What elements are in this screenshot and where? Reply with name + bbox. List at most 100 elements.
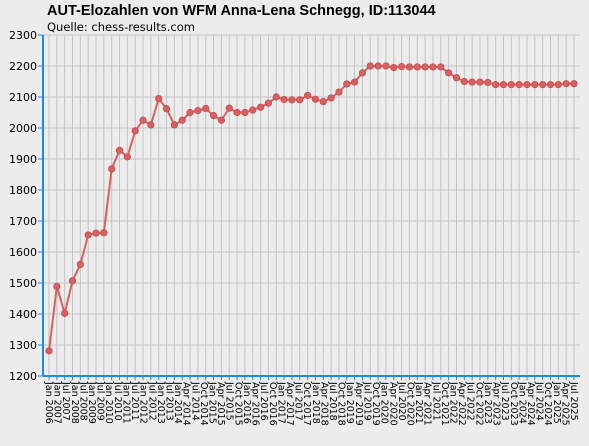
x-tick-label: Jan 2019 xyxy=(344,381,355,424)
y-tick-label: 2000 xyxy=(9,122,37,135)
data-point xyxy=(241,108,249,117)
x-tick-label: Oct 2017 xyxy=(301,382,312,426)
data-point xyxy=(358,69,367,77)
data-point xyxy=(460,77,468,86)
data-point xyxy=(100,229,108,237)
x-tick-label: Jul 2009 xyxy=(95,381,106,421)
data-point xyxy=(539,81,547,89)
x-tick-label: Jul 2007 xyxy=(60,381,71,421)
data-point xyxy=(507,81,515,89)
data-point xyxy=(499,81,508,89)
x-tick-label: Jul 2013 xyxy=(163,381,174,421)
x-tick-label: Oct 2014 xyxy=(198,382,209,426)
data-point xyxy=(303,91,312,100)
data-point xyxy=(452,74,461,82)
x-tick-label: Jan 2022 xyxy=(448,381,459,424)
x-tick-label: Apr 2025 xyxy=(559,382,570,426)
data-point xyxy=(92,229,100,237)
x-tick-label: Apr 2024 xyxy=(525,382,536,426)
data-point xyxy=(350,78,359,86)
y-tick-label: 1200 xyxy=(9,370,37,383)
x-tick-label: Apr 2014 xyxy=(181,382,192,426)
x-tick-label: Jul 2016 xyxy=(258,381,269,421)
x-tick-label: Jan 2006 xyxy=(43,381,54,424)
x-tick-label: Oct 2016 xyxy=(267,382,278,426)
x-tick-label: Jan 2024 xyxy=(516,381,527,424)
data-point xyxy=(225,104,233,112)
data-point xyxy=(366,62,374,70)
data-point xyxy=(162,105,171,113)
x-tick-label: Jul 2017 xyxy=(293,381,304,421)
data-point xyxy=(531,81,539,89)
data-point xyxy=(139,116,147,124)
data-point xyxy=(288,96,296,104)
data-point xyxy=(554,81,562,89)
x-tick-label: Jan 2021 xyxy=(413,381,424,424)
data-point xyxy=(413,63,421,71)
data-point xyxy=(249,106,257,114)
data-point xyxy=(264,99,273,107)
x-tick-label: Jul 2014 xyxy=(189,381,200,421)
data-point xyxy=(155,94,163,103)
x-tick-label: Jan 2020 xyxy=(379,381,390,424)
x-tick-label: Apr 2021 xyxy=(422,382,433,426)
x-tick-label: Jan 2023 xyxy=(482,381,493,424)
data-point xyxy=(233,108,241,117)
x-tick-label: Apr 2023 xyxy=(491,382,502,426)
data-point xyxy=(445,69,453,77)
x-tick-label: Jul 2008 xyxy=(77,381,88,421)
x-tick-label: Oct 2022 xyxy=(473,382,484,426)
x-tick-label: Jul 2023 xyxy=(499,381,510,421)
data-point xyxy=(437,63,445,71)
x-tick-label: Apr 2018 xyxy=(318,382,329,426)
data-point xyxy=(398,63,406,71)
x-tick-label: Jan 2008 xyxy=(69,381,80,424)
x-tick-label: Oct 2018 xyxy=(336,382,347,426)
data-point xyxy=(484,78,492,87)
x-tick-label: Jan 2007 xyxy=(52,381,63,424)
y-tick-label: 1800 xyxy=(9,184,37,197)
data-point xyxy=(272,93,280,101)
data-point xyxy=(45,347,53,355)
x-tick-label: Oct 2023 xyxy=(508,382,519,426)
data-point xyxy=(147,121,155,129)
y-tick-label: 2300 xyxy=(9,29,37,42)
x-tick-label: Jan 2025 xyxy=(551,381,562,424)
data-point xyxy=(468,78,476,86)
data-point xyxy=(421,63,429,71)
x-tick-label: Apr 2020 xyxy=(387,382,398,426)
y-tick-label: 1600 xyxy=(9,246,37,259)
y-tick-label: 1500 xyxy=(9,277,37,290)
x-tick-label: Jan 2017 xyxy=(275,381,286,424)
x-tick-label: Jul 2018 xyxy=(327,381,338,421)
data-point xyxy=(115,146,124,154)
data-point xyxy=(61,309,69,317)
data-point xyxy=(217,116,225,124)
x-tick-label: Jul 2012 xyxy=(146,381,157,421)
x-tick-label: Oct 2021 xyxy=(439,382,450,426)
data-point xyxy=(108,165,116,173)
data-point xyxy=(546,81,555,89)
data-point xyxy=(327,94,335,102)
x-tick-label: Jan 2012 xyxy=(138,381,149,424)
data-point xyxy=(343,80,351,88)
x-tick-label: Jul 2019 xyxy=(361,381,372,421)
plot-background xyxy=(43,35,580,376)
data-point xyxy=(311,95,320,103)
data-point xyxy=(170,121,178,129)
y-tick-label: 1900 xyxy=(9,153,37,166)
x-tick-label: Oct 2024 xyxy=(542,382,553,426)
data-point xyxy=(515,81,523,89)
x-tick-label: Jan 2014 xyxy=(172,381,183,424)
x-tick-label: Apr 2015 xyxy=(215,382,226,426)
data-point xyxy=(390,63,398,72)
x-tick-label: Jul 2011 xyxy=(129,381,140,421)
data-point xyxy=(76,260,84,268)
data-point xyxy=(405,63,414,71)
data-point xyxy=(194,107,202,115)
x-tick-label: Jul 2015 xyxy=(224,381,235,421)
chart-subtitle: Quelle: chess-results.com xyxy=(47,20,195,34)
data-point xyxy=(178,116,186,124)
x-tick-label: Jul 2025 xyxy=(568,381,579,421)
x-tick-label: Oct 2015 xyxy=(232,382,243,426)
